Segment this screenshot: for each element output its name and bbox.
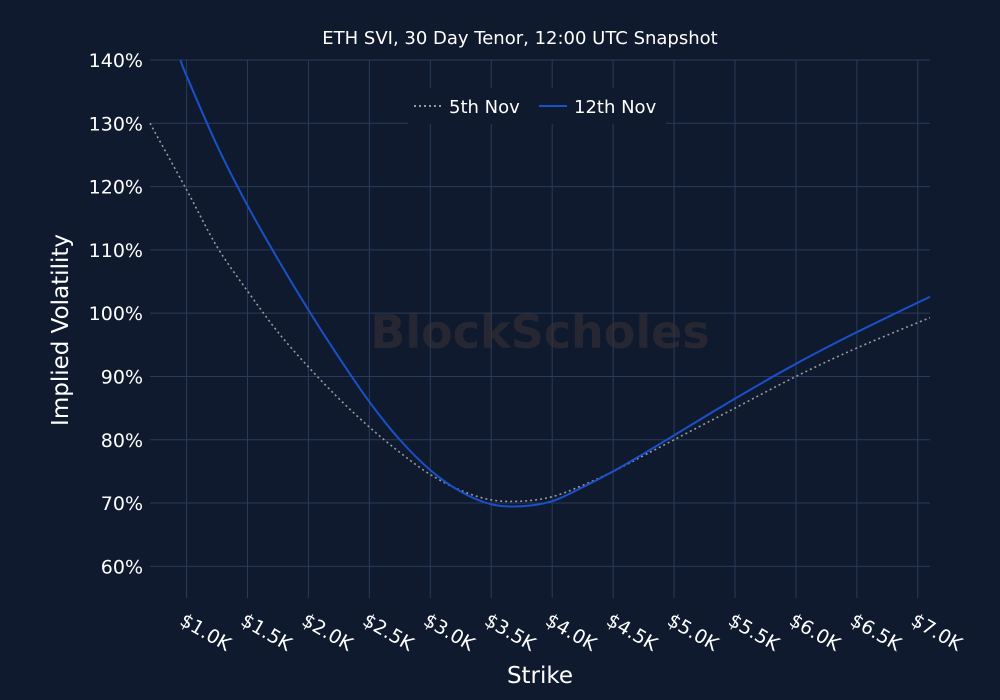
legend-label-5th-nov: 5th Nov bbox=[449, 97, 520, 118]
y-tick-label: 70% bbox=[101, 493, 143, 515]
legend-background bbox=[408, 88, 666, 124]
legend-label-12th-nov: 12th Nov bbox=[574, 97, 657, 118]
watermark: BlockScholes bbox=[370, 305, 709, 359]
chart-title: ETH SVI, 30 Day Tenor, 12:00 UTC Snapsho… bbox=[322, 28, 717, 49]
y-tick-label: 90% bbox=[101, 366, 143, 388]
legend: 5th Nov 12th Nov bbox=[408, 88, 666, 124]
y-tick-label: 120% bbox=[89, 177, 143, 199]
y-tick-label: 110% bbox=[89, 240, 143, 262]
series-layer bbox=[149, 59, 931, 508]
y-tick-label: 140% bbox=[89, 50, 143, 72]
x-axis-title: Strike bbox=[507, 663, 573, 689]
grid bbox=[150, 59, 930, 598]
y-tick-label: 80% bbox=[101, 430, 143, 452]
series-line-12th-nov bbox=[179, 59, 931, 508]
y-axis-ticks: 60% 70% 80% 90% 100% 110% 120% 130% 140% bbox=[89, 50, 143, 578]
y-tick-label: 130% bbox=[89, 113, 143, 135]
y-tick-label: 60% bbox=[101, 556, 143, 578]
y-tick-label: 100% bbox=[89, 303, 143, 325]
y-axis-title: Implied Volatility bbox=[48, 234, 74, 426]
